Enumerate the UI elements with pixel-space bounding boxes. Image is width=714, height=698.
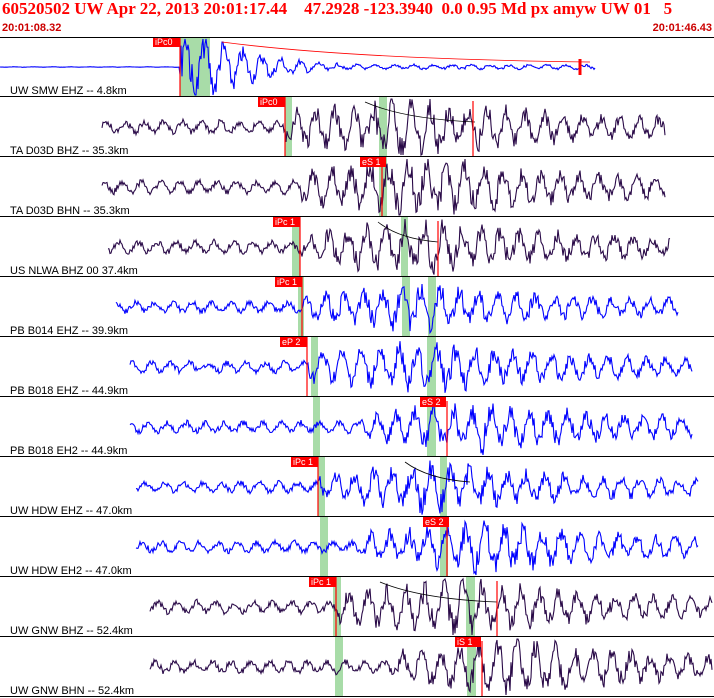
waveform xyxy=(107,218,671,275)
s-pick-flag[interactable] xyxy=(420,397,446,407)
p-pick-label: iPc0 xyxy=(260,97,278,107)
s-pick-flag[interactable] xyxy=(360,157,386,167)
p-pick-label: iPc 1 xyxy=(275,217,295,227)
station-label: US NLWA BHZ 00 37.4km xyxy=(10,265,138,277)
p-pick-flag[interactable] xyxy=(309,577,336,587)
pick-window xyxy=(320,517,328,577)
station-label: TA D03D BHN -- 35.3km xyxy=(10,205,130,217)
station-label: UW SMW EHZ -- 4.8km xyxy=(10,85,127,97)
station-label: UW GNW BHN -- 52.4km xyxy=(10,685,134,697)
p-pick-flag[interactable] xyxy=(153,37,180,47)
trace-row[interactable]: eS 1 TA D03D BHN -- 35.3km xyxy=(0,157,714,217)
station-label: UW HDW EHZ -- 47.0km xyxy=(10,505,132,517)
s-pick-flag[interactable] xyxy=(455,637,481,647)
p-pick-flag[interactable] xyxy=(273,217,300,227)
trace-row[interactable]: iPc 1 UW GNW BHZ -- 52.4km xyxy=(0,577,714,637)
pick-window xyxy=(311,337,318,397)
pick-window xyxy=(333,577,341,637)
coda-curve xyxy=(377,221,439,243)
pick-window xyxy=(467,637,476,697)
end-time-label: 20:01:46.43 xyxy=(652,22,712,34)
station-label: PB B018 EH2 -- 44.9km xyxy=(10,445,127,457)
pick-window xyxy=(402,277,410,337)
pick-window xyxy=(440,457,447,517)
station-label: PB B014 EHZ -- 39.9km xyxy=(10,325,128,337)
station-label: UW GNW BHZ -- 52.4km xyxy=(10,625,133,637)
station-label: TA D03D BHZ -- 35.3km xyxy=(10,145,128,157)
p-pick-flag[interactable] xyxy=(280,337,307,347)
waveform xyxy=(115,283,679,335)
p-pick-flag[interactable] xyxy=(291,457,318,467)
pick-window xyxy=(298,277,304,337)
coda-curve xyxy=(404,461,471,483)
s-pick-flag[interactable] xyxy=(423,517,449,527)
station-label: PB B018 EHZ -- 44.9km xyxy=(10,385,128,397)
trace-row[interactable]: iPc 1 PB B014 EHZ -- 39.9km xyxy=(0,277,714,337)
pick-window xyxy=(428,277,436,337)
s-pick-label: eS 1 xyxy=(362,157,381,167)
pick-window xyxy=(427,397,436,457)
pick-window xyxy=(401,217,408,277)
s-pick-label: iS 1 xyxy=(457,637,473,647)
event-header: 60520502 UW Apr 22, 2013 20:01:17.44 47.… xyxy=(0,0,714,37)
coda-curve xyxy=(221,41,591,63)
coda-curve xyxy=(364,101,476,123)
p-pick-label: eP 2 xyxy=(282,337,300,347)
p-pick-label: iPc 1 xyxy=(293,457,313,467)
pick-window xyxy=(335,637,343,697)
trace-row[interactable]: iPc 1 UW HDW EHZ -- 47.0km xyxy=(0,457,714,517)
trace-row[interactable]: iPc0 UW SMW EHZ -- 4.8km xyxy=(0,37,714,97)
trace-row[interactable]: eS 2 UW HDW EH2 -- 47.0km xyxy=(0,517,714,577)
pick-window xyxy=(379,97,387,157)
p-pick-flag[interactable] xyxy=(275,277,302,287)
s-pick-label: eS 2 xyxy=(425,517,444,527)
trace-row[interactable]: iPc0 TA D03D BHZ -- 35.3km xyxy=(0,97,714,157)
pick-window xyxy=(466,577,475,637)
p-pick-label: iPc0 xyxy=(155,37,173,47)
trace-row[interactable]: iPc 1 US NLWA BHZ 00 37.4km xyxy=(0,217,714,277)
waveform xyxy=(149,638,713,696)
trace-row[interactable]: eS 2 PB B018 EH2 -- 44.9km xyxy=(0,397,714,457)
pick-window xyxy=(180,37,210,97)
start-time-label: 20:01:08.32 xyxy=(2,22,62,34)
waveform xyxy=(135,519,699,576)
waveform xyxy=(101,158,666,216)
pick-window xyxy=(440,517,448,577)
waveform xyxy=(0,38,596,96)
trace-row[interactable]: iS 1 UW GNW BHN -- 52.4km xyxy=(0,637,714,697)
coda-curve xyxy=(379,581,498,603)
p-pick-flag[interactable] xyxy=(258,97,285,107)
waveform xyxy=(129,403,693,455)
waveform xyxy=(129,341,693,393)
trace-panel[interactable]: iPc0 UW SMW EHZ -- 4.8km iPc0 TA D03D BHZ -… xyxy=(0,37,714,698)
waveform xyxy=(101,98,666,156)
waveform xyxy=(135,460,699,515)
trace-row[interactable]: eP 2 PB B018 EHZ -- 44.9km xyxy=(0,337,714,397)
event-title: 60520502 UW Apr 22, 2013 20:01:17.44 47.… xyxy=(2,0,673,18)
p-pick-label: iPc 1 xyxy=(311,577,331,587)
waveform xyxy=(149,577,713,636)
s-pick-label: eS 2 xyxy=(422,397,441,407)
station-label: UW HDW EH2 -- 47.0km xyxy=(10,565,132,577)
p-pick-label: iPc 1 xyxy=(277,277,297,287)
pick-window xyxy=(285,97,292,157)
